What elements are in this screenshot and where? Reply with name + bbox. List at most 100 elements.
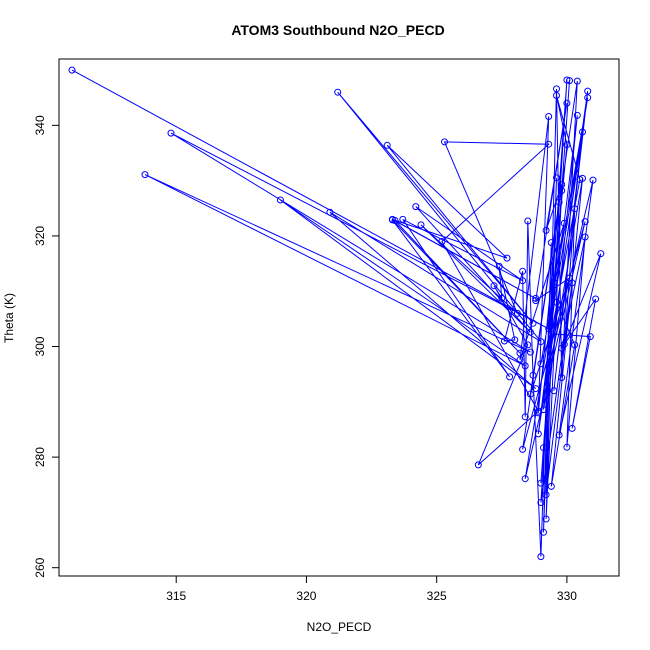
data-point (553, 92, 560, 99)
data-point (537, 360, 545, 368)
data-point (519, 277, 527, 285)
data-point (573, 111, 581, 119)
data-point (555, 431, 563, 439)
data-point (383, 141, 391, 149)
data-point (542, 226, 550, 234)
data-point (276, 196, 284, 204)
y-tick-label: 340 (33, 115, 47, 135)
data-point (532, 297, 540, 305)
data-point (529, 371, 537, 379)
data-point (524, 217, 532, 225)
data-point (571, 341, 579, 349)
y-tick-label: 260 (33, 557, 47, 577)
data-point (537, 499, 545, 506)
y-tick-label: 300 (33, 336, 47, 356)
data-point (532, 385, 540, 393)
data-point (563, 76, 571, 84)
data-point (542, 515, 550, 523)
data-point (524, 341, 532, 349)
data-point (529, 319, 537, 327)
y-tick-label: 320 (33, 226, 47, 246)
data-point (542, 491, 550, 499)
data-point (326, 208, 334, 216)
data-point (68, 66, 76, 74)
data-point (540, 528, 547, 536)
data-point (558, 374, 566, 381)
data-point (498, 294, 506, 302)
data-point (597, 250, 605, 258)
data-point (534, 409, 542, 417)
data-point (545, 363, 553, 371)
data-point (516, 356, 524, 364)
data-point (503, 254, 511, 262)
data-point (547, 239, 555, 247)
data-point (581, 218, 589, 226)
x-tick-label: 330 (557, 589, 577, 603)
data-point (399, 215, 407, 223)
data-point (560, 219, 568, 227)
data-point (537, 479, 545, 487)
data-point (537, 553, 545, 561)
data-point (545, 113, 553, 120)
data-point (586, 333, 594, 341)
data-point (579, 174, 586, 182)
x-tick-label: 325 (427, 589, 447, 603)
data-point (584, 94, 592, 102)
data-point (550, 387, 558, 395)
data-point (581, 233, 589, 241)
data-point (571, 205, 579, 213)
data-point (563, 141, 571, 149)
data-point (516, 349, 524, 357)
plot-frame (58, 58, 620, 577)
data-point (540, 406, 547, 414)
y-tick-label: 280 (33, 447, 47, 467)
data-point (519, 445, 527, 453)
data-point (334, 88, 342, 96)
data-point (566, 77, 573, 85)
data-point (388, 216, 396, 224)
x-axis: 315 320 325 330 (166, 576, 577, 603)
series-line (71, 69, 602, 557)
data-point (537, 338, 545, 346)
chart-title: ATOM3 Southbound N2O_PECD (231, 22, 444, 38)
data-point (573, 77, 581, 85)
data-point (550, 278, 558, 286)
data-point (521, 475, 529, 483)
data-point (412, 203, 420, 211)
data-point (568, 424, 576, 432)
data-point (592, 295, 600, 303)
data-point (167, 129, 175, 137)
data-point (534, 430, 542, 438)
x-tick-label: 315 (166, 589, 186, 603)
x-tick-label: 320 (296, 589, 316, 603)
data-point (438, 238, 446, 245)
data-point (521, 362, 529, 370)
series-layer (68, 66, 605, 561)
data-point (141, 171, 149, 179)
data-point (526, 390, 534, 398)
data-point (519, 267, 527, 275)
data-point (391, 217, 399, 224)
y-axis-label: Theta (K) (2, 293, 16, 343)
data-point (532, 294, 540, 302)
y-axis: 260 280 300 320 340 (33, 115, 59, 578)
data-point (490, 282, 498, 290)
data-point (545, 140, 553, 148)
x-axis-label: N2O_PECD (307, 620, 372, 634)
data-point (441, 138, 448, 146)
data-point (547, 330, 555, 338)
data-point (563, 99, 571, 107)
data-point (547, 482, 555, 490)
data-point (521, 413, 529, 421)
data-point (540, 444, 547, 452)
data-point (563, 443, 571, 451)
data-point (506, 373, 514, 381)
data-point (589, 176, 597, 184)
data-point (558, 344, 566, 352)
data-point (558, 181, 566, 188)
data-point (474, 461, 482, 469)
data-point (526, 348, 534, 356)
data-point (495, 262, 503, 270)
data-point (553, 85, 560, 93)
